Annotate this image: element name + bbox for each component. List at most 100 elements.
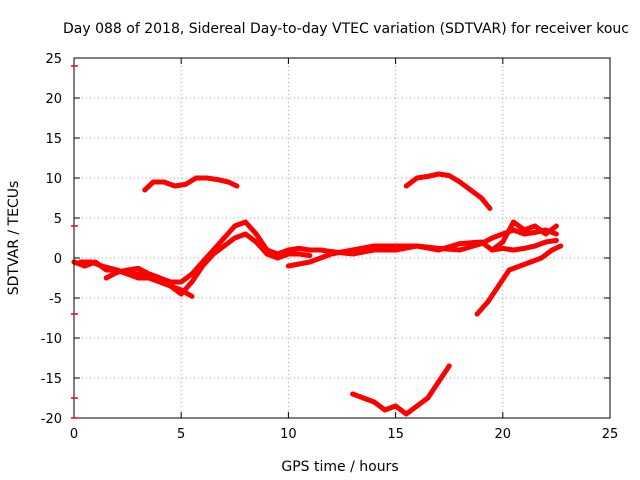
data-point bbox=[350, 391, 356, 397]
data-point bbox=[543, 231, 549, 237]
series-track-10 bbox=[350, 363, 452, 417]
x-tick-label: 15 bbox=[387, 427, 404, 442]
data-point bbox=[532, 243, 538, 249]
data-point bbox=[189, 271, 195, 277]
data-point bbox=[425, 174, 431, 179]
data-point bbox=[296, 246, 302, 251]
y-tick-label: 5 bbox=[54, 212, 62, 227]
data-point bbox=[393, 403, 398, 409]
series-track-9 bbox=[474, 243, 564, 317]
data-point bbox=[135, 266, 141, 271]
data-point bbox=[436, 171, 441, 177]
tick-layer: 0 5 10 15 20 25 -20 -15 -10 -5 0 5 10 15 20 25 bbox=[41, 52, 619, 442]
data-point bbox=[393, 243, 398, 249]
data-point bbox=[457, 179, 463, 185]
data-point bbox=[189, 279, 195, 285]
data-point bbox=[226, 179, 231, 185]
x-tick-label: 10 bbox=[280, 427, 297, 442]
data-point bbox=[517, 263, 523, 269]
data-point bbox=[172, 183, 178, 189]
data-point bbox=[496, 283, 501, 289]
series-track-2 bbox=[103, 231, 313, 297]
data-point bbox=[511, 247, 516, 253]
data-point bbox=[307, 259, 313, 265]
data-point bbox=[479, 239, 484, 245]
chart-title: Day 088 of 2018, Sidereal Day-to-day VTE… bbox=[63, 21, 629, 37]
data-point bbox=[489, 247, 495, 253]
series-layer bbox=[71, 171, 564, 417]
y-tick-label: 15 bbox=[45, 132, 62, 147]
data-point bbox=[146, 275, 152, 281]
y-tick-label: -5 bbox=[49, 292, 62, 307]
data-point bbox=[157, 279, 163, 285]
data-point bbox=[521, 227, 527, 233]
data-point bbox=[393, 247, 398, 253]
data-point bbox=[161, 179, 167, 185]
data-point bbox=[521, 246, 527, 251]
data-point bbox=[479, 195, 484, 201]
data-point bbox=[511, 219, 516, 225]
data-point bbox=[328, 249, 334, 255]
data-point bbox=[554, 223, 559, 229]
y-axis-label: SDTVAR / TECUs bbox=[6, 181, 22, 296]
data-point bbox=[125, 271, 130, 277]
data-point bbox=[485, 299, 491, 305]
data-point bbox=[403, 411, 409, 417]
data-point bbox=[382, 407, 388, 413]
data-point bbox=[361, 395, 366, 401]
data-point bbox=[264, 251, 270, 257]
data-point bbox=[183, 182, 188, 187]
data-point bbox=[436, 247, 441, 253]
grid-layer bbox=[74, 58, 610, 418]
data-point bbox=[82, 263, 88, 269]
data-point bbox=[436, 379, 441, 385]
data-point bbox=[103, 275, 109, 281]
data-point bbox=[253, 231, 259, 237]
data-point bbox=[88, 259, 94, 265]
data-point bbox=[114, 267, 120, 273]
data-point bbox=[506, 267, 512, 273]
data-point bbox=[146, 271, 152, 277]
data-point bbox=[500, 246, 506, 251]
x-axis-label: GPS time / hours bbox=[281, 459, 398, 475]
data-point bbox=[99, 263, 105, 269]
data-point bbox=[554, 238, 559, 243]
y-tick-label: -10 bbox=[41, 332, 62, 347]
data-point bbox=[532, 223, 538, 229]
y-tick-label: -20 bbox=[41, 412, 62, 427]
data-point bbox=[142, 187, 148, 193]
data-point bbox=[307, 253, 313, 258]
data-point bbox=[414, 175, 420, 181]
data-point bbox=[539, 255, 544, 261]
data-point bbox=[446, 173, 452, 179]
data-point bbox=[489, 235, 495, 241]
data-point bbox=[403, 183, 409, 189]
y-tick-label: 0 bbox=[54, 252, 62, 267]
data-point bbox=[178, 279, 184, 285]
data-point bbox=[500, 239, 506, 245]
data-point bbox=[243, 231, 248, 237]
data-point bbox=[243, 219, 248, 225]
data-point bbox=[221, 243, 227, 249]
data-point bbox=[204, 175, 210, 181]
y-tick-label: 25 bbox=[45, 52, 62, 67]
plot-frame bbox=[73, 57, 611, 419]
data-point bbox=[78, 259, 83, 265]
data-point bbox=[543, 239, 549, 245]
data-point bbox=[371, 243, 377, 249]
data-point bbox=[532, 230, 538, 235]
data-point bbox=[221, 235, 227, 241]
x-tick-label: 20 bbox=[495, 427, 512, 442]
data-point bbox=[549, 247, 555, 253]
data-point bbox=[468, 187, 473, 193]
data-point bbox=[350, 251, 356, 257]
data-point bbox=[521, 231, 527, 237]
data-point bbox=[211, 251, 216, 257]
data-point bbox=[296, 251, 302, 257]
data-point bbox=[446, 363, 452, 369]
data-point bbox=[253, 239, 259, 245]
data-point bbox=[474, 311, 480, 317]
y-tick-label: -15 bbox=[41, 372, 62, 387]
data-point bbox=[168, 283, 173, 289]
